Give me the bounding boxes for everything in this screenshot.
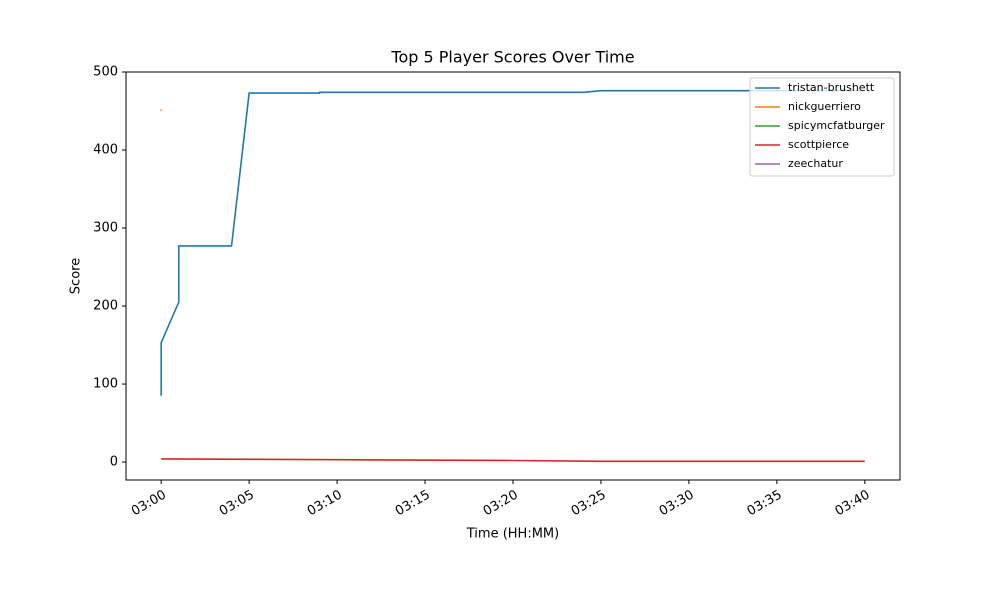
x-tick-label: 03:10: [305, 488, 345, 520]
y-tick-label: 200: [93, 299, 118, 314]
legend-label: zeechatur: [788, 157, 843, 170]
line-series: [160, 89, 865, 396]
y-tick-label: 400: [93, 143, 118, 158]
y-tick-label: 500: [93, 65, 118, 80]
y-tick-label: 0: [110, 455, 118, 470]
x-tick-label: 03:20: [481, 488, 521, 520]
y-tick-label: 300: [93, 221, 118, 236]
plot-frame: [125, 71, 901, 481]
legend-label: scottpierce: [788, 138, 849, 151]
x-tick-label: 03:40: [833, 488, 873, 520]
x-axis-label: Time (HH:MM): [466, 527, 559, 542]
legend-label: nickguerriero: [788, 100, 861, 113]
x-tick-label: 03:05: [217, 488, 257, 520]
legend-label: tristan-brushett: [788, 81, 875, 94]
x-tick-label: 03:35: [745, 488, 785, 520]
chart-title: Top 5 Player Scores Over Time: [390, 48, 634, 67]
y-axis-label: Score: [69, 258, 84, 294]
x-tick-label: 03:25: [569, 488, 609, 520]
legend-box: [749, 77, 895, 177]
line-series: [161, 458, 865, 463]
x-tick-label: 03:15: [393, 488, 433, 520]
legend: tristan-brushett nickguerriero spicymcfatb…: [749, 77, 895, 177]
x-tick-label: 03:30: [657, 488, 697, 520]
legend-label: spicymcfatburger: [788, 119, 885, 132]
y-tick-label: 100: [93, 377, 118, 392]
x-tick-label: 03:00: [129, 488, 169, 520]
